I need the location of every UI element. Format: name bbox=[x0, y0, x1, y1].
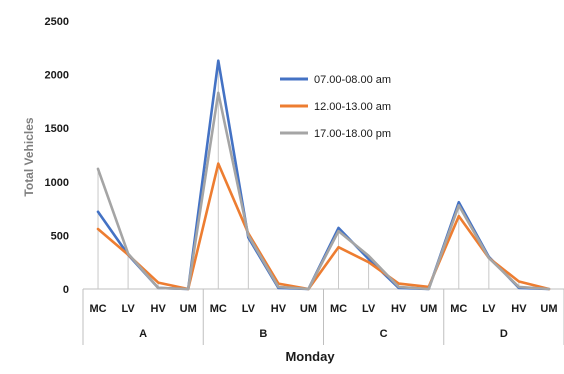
x-category-label: MC bbox=[210, 303, 227, 315]
x-category-label: HV bbox=[151, 303, 167, 315]
x-category-label: UM bbox=[180, 303, 197, 315]
x-category-label: HV bbox=[391, 303, 407, 315]
x-group-label: A bbox=[139, 328, 147, 340]
x-category-label: LV bbox=[482, 303, 496, 315]
series-line bbox=[96, 91, 551, 291]
x-category-label: HV bbox=[511, 303, 527, 315]
legend-entry: 12.00-13.00 am bbox=[314, 101, 391, 113]
x-axis-label: Monday bbox=[285, 349, 335, 364]
x-category-label: HV bbox=[271, 303, 287, 315]
x-category-label: MC bbox=[330, 303, 347, 315]
x-category-label: LV bbox=[121, 303, 135, 315]
y-tick-label: 500 bbox=[51, 230, 69, 242]
x-category-label: MC bbox=[450, 303, 467, 315]
legend-entry: 07.00-08.00 am bbox=[314, 74, 391, 86]
series-lines bbox=[96, 59, 551, 291]
x-group-label: B bbox=[259, 328, 267, 340]
y-axis: 0 500 1000 1500 2000 2500 bbox=[45, 16, 69, 296]
x-category-label: LV bbox=[362, 303, 376, 315]
x-category-label: UM bbox=[420, 303, 437, 315]
x-category-label: UM bbox=[300, 303, 317, 315]
y-axis-label: Total Vehicles bbox=[22, 117, 36, 196]
y-tick-label: 2500 bbox=[45, 16, 69, 28]
y-tick-label: 1000 bbox=[45, 177, 69, 189]
y-tick-label: 2000 bbox=[45, 70, 69, 82]
y-tick-label: 1500 bbox=[45, 123, 69, 135]
x-category-label: LV bbox=[242, 303, 256, 315]
series-line bbox=[96, 59, 551, 291]
x-category-label: UM bbox=[540, 303, 557, 315]
y-tick-label: 0 bbox=[63, 284, 69, 296]
x-group-label: D bbox=[500, 328, 508, 340]
legend-entry: 17.00-18.00 pm bbox=[314, 128, 391, 140]
legend: 07.00-08.00 am 12.00-13.00 am 17.00-18.00 … bbox=[280, 74, 391, 140]
x-group-label: C bbox=[380, 328, 388, 340]
x-category-label: MC bbox=[89, 303, 106, 315]
series-line bbox=[96, 162, 551, 291]
x-axis: MC LV HV UM MC LV HV UM MC LV HV UM MC LV HV UM A B C D bbox=[82, 60, 564, 345]
